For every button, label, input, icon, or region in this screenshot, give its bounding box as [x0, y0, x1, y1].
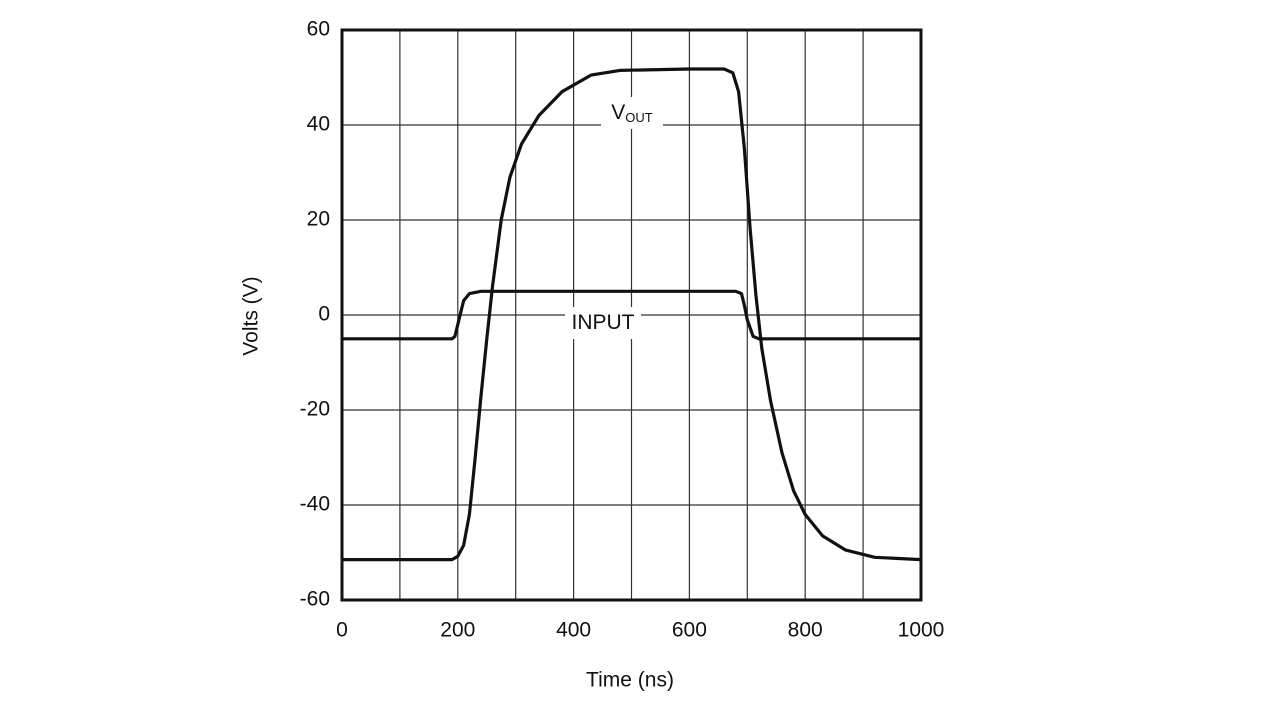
x-tick-label: 200: [440, 619, 475, 642]
x-tick-label: 400: [556, 619, 591, 642]
y-tick-label: 40: [307, 113, 330, 136]
x-tick-label: 600: [672, 619, 707, 642]
series-label-name: V: [611, 101, 625, 124]
y-tick-label: 0: [318, 303, 330, 326]
y-tick-label: 20: [307, 208, 330, 231]
x-tick-label: 1000: [898, 619, 945, 642]
y-tick-label: -20: [300, 398, 330, 421]
y-axis-label: Volts (V): [240, 276, 263, 355]
x-tick-label: 0: [336, 619, 348, 642]
x-tick-label: 800: [788, 619, 823, 642]
y-tick-label: -40: [300, 493, 330, 516]
series-label-bg: [565, 307, 641, 339]
series-label: VOUT: [611, 101, 653, 126]
plot-frame: [340, 28, 923, 602]
series-line: [342, 289, 921, 341]
y-tick-label: -60: [300, 588, 330, 611]
series-label-subscript: OUT: [625, 110, 653, 125]
y-tick-label: 60: [307, 18, 330, 41]
series-label: INPUT: [572, 311, 635, 334]
series-label-name: INPUT: [572, 311, 635, 334]
series-label-bg: [601, 97, 663, 129]
series-line: [342, 67, 922, 562]
x-axis-label: Time (ns): [586, 669, 674, 692]
